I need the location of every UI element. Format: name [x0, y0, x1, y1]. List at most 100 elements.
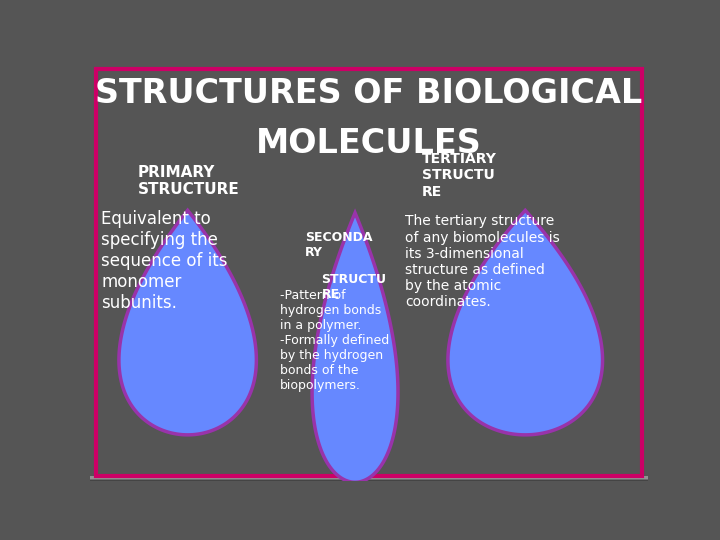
Bar	[90, 477, 648, 479]
Bar	[90, 477, 648, 480]
Bar	[90, 478, 648, 480]
Bar	[90, 477, 648, 480]
Text: PRIMARY
STRUCTURE: PRIMARY STRUCTURE	[138, 165, 239, 197]
Bar	[90, 477, 648, 480]
Bar	[90, 478, 648, 481]
Bar	[90, 477, 648, 480]
Bar	[90, 477, 648, 480]
Bar	[90, 478, 648, 480]
Bar	[90, 478, 648, 480]
Bar	[90, 477, 648, 480]
Bar	[90, 478, 648, 480]
Bar	[90, 477, 648, 480]
Bar	[90, 477, 648, 479]
Bar	[90, 477, 648, 480]
Bar	[90, 477, 648, 479]
Bar	[90, 477, 648, 479]
Bar	[90, 478, 648, 480]
Bar	[90, 478, 648, 480]
Bar	[90, 477, 648, 479]
Bar	[90, 476, 648, 478]
Bar	[90, 477, 648, 480]
Bar	[90, 478, 648, 480]
Bar	[90, 478, 648, 481]
Bar	[90, 477, 648, 479]
Bar	[90, 477, 648, 479]
Bar	[90, 478, 648, 480]
Bar	[90, 477, 648, 480]
Bar	[90, 478, 648, 481]
Bar	[90, 478, 648, 480]
Bar	[90, 478, 648, 480]
Bar	[90, 477, 648, 480]
Bar	[90, 477, 648, 479]
Bar	[90, 477, 648, 479]
Bar	[90, 477, 648, 479]
Bar	[90, 477, 648, 478]
Bar	[90, 477, 648, 480]
Bar	[90, 477, 648, 479]
Bar	[90, 478, 648, 481]
Bar	[90, 477, 648, 480]
Bar	[90, 478, 648, 481]
Bar	[90, 476, 648, 478]
Bar	[90, 477, 648, 478]
Bar	[90, 477, 648, 479]
Bar	[90, 478, 648, 481]
Bar	[90, 477, 648, 480]
Bar	[90, 477, 648, 480]
Bar	[90, 478, 648, 480]
Bar	[90, 478, 648, 480]
Bar	[90, 478, 648, 480]
Bar	[90, 478, 648, 480]
Bar	[90, 476, 648, 478]
Bar	[90, 477, 648, 479]
Bar	[90, 477, 648, 478]
Bar	[90, 477, 648, 479]
Bar	[90, 478, 648, 481]
Bar	[90, 478, 648, 480]
Bar	[90, 478, 648, 481]
Bar	[90, 477, 648, 479]
Bar	[90, 477, 648, 480]
Bar	[90, 478, 648, 481]
Bar	[90, 477, 648, 479]
Bar	[90, 478, 648, 480]
Bar	[90, 478, 648, 480]
Bar	[90, 477, 648, 480]
Bar	[90, 478, 648, 480]
Bar	[90, 478, 648, 480]
Bar	[90, 478, 648, 480]
Bar	[90, 478, 648, 480]
Bar	[90, 476, 648, 478]
Bar	[90, 478, 648, 481]
Bar	[90, 478, 648, 480]
Bar	[90, 478, 648, 481]
Bar	[90, 477, 648, 478]
Bar	[90, 478, 648, 480]
Bar	[90, 478, 648, 480]
Bar	[90, 477, 648, 478]
Text: SECONDA
RY: SECONDA RY	[305, 231, 372, 259]
Bar	[90, 478, 648, 481]
Bar	[90, 478, 648, 481]
Bar	[90, 476, 648, 478]
Bar	[90, 477, 648, 479]
Bar	[90, 477, 648, 480]
Bar	[90, 477, 648, 480]
Bar	[90, 477, 648, 479]
Bar	[90, 478, 648, 480]
Bar	[90, 478, 648, 480]
Bar	[90, 477, 648, 480]
Bar	[90, 477, 648, 479]
Bar	[90, 477, 648, 479]
Bar	[90, 477, 648, 479]
Bar	[90, 477, 648, 479]
Bar	[90, 477, 648, 479]
Polygon shape	[312, 213, 398, 482]
Bar	[90, 477, 648, 479]
Bar	[90, 477, 648, 480]
Bar	[90, 477, 648, 479]
Bar	[90, 477, 648, 479]
Bar	[90, 478, 648, 480]
